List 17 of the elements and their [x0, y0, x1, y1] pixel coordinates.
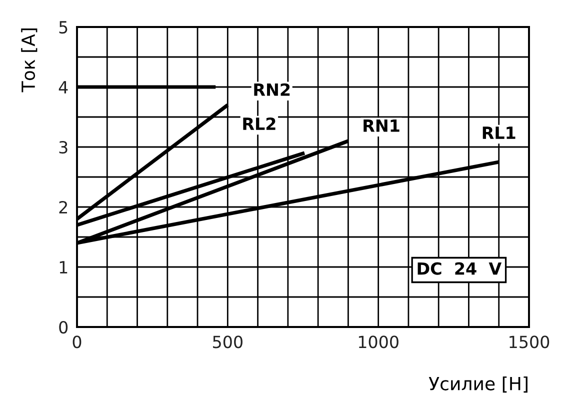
x-tick-label: 1000: [358, 336, 398, 348]
annotation: RN2: [254, 83, 290, 96]
y-tick-label: 2: [59, 200, 67, 214]
y-tick-label: 5: [59, 21, 68, 34]
x-tick-label: 0: [72, 336, 82, 348]
x-axis-title: Усилие [Н]: [428, 376, 528, 393]
x-tick-label: 500: [213, 336, 242, 348]
y-tick-label: 1: [60, 261, 68, 274]
y-tick-label: 3: [59, 140, 68, 154]
y-tick-label: 4: [58, 81, 68, 94]
annotation: RL2: [243, 117, 276, 130]
annotation: RN1: [364, 120, 400, 132]
y-axis-title: Ток [А]: [21, 28, 38, 92]
y-tick-label: 0: [59, 320, 68, 334]
annotation: RL1: [482, 126, 516, 139]
annotation: DC 24 V: [418, 262, 502, 275]
x-tick-label: 1500: [510, 336, 550, 348]
